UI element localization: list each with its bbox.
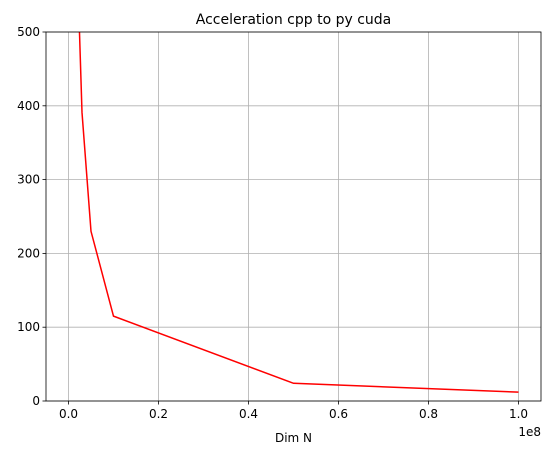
y-tick-label: 0 — [32, 394, 40, 408]
y-tick-label: 400 — [17, 99, 40, 113]
y-tick-label: 300 — [17, 173, 40, 187]
y-tick-label: 100 — [17, 320, 40, 334]
y-tick-label: 500 — [17, 25, 40, 39]
x-tick-label: 0.8 — [419, 407, 438, 421]
x-tick-label: 1.0 — [509, 407, 528, 421]
plot-frame — [45, 31, 542, 402]
y-tick-label: 200 — [17, 246, 40, 260]
x-tick-label: 0.0 — [59, 407, 78, 421]
x-axis-label: Dim N — [275, 431, 312, 445]
x-tick-label: 0.2 — [149, 407, 168, 421]
chart-title: Acceleration cpp to py cuda — [196, 12, 392, 28]
line-series — [78, 32, 519, 393]
x-tick-label: 0.4 — [239, 407, 258, 421]
x-offset-label: 1e8 — [518, 425, 541, 439]
x-tick-label: 0.6 — [329, 407, 348, 421]
